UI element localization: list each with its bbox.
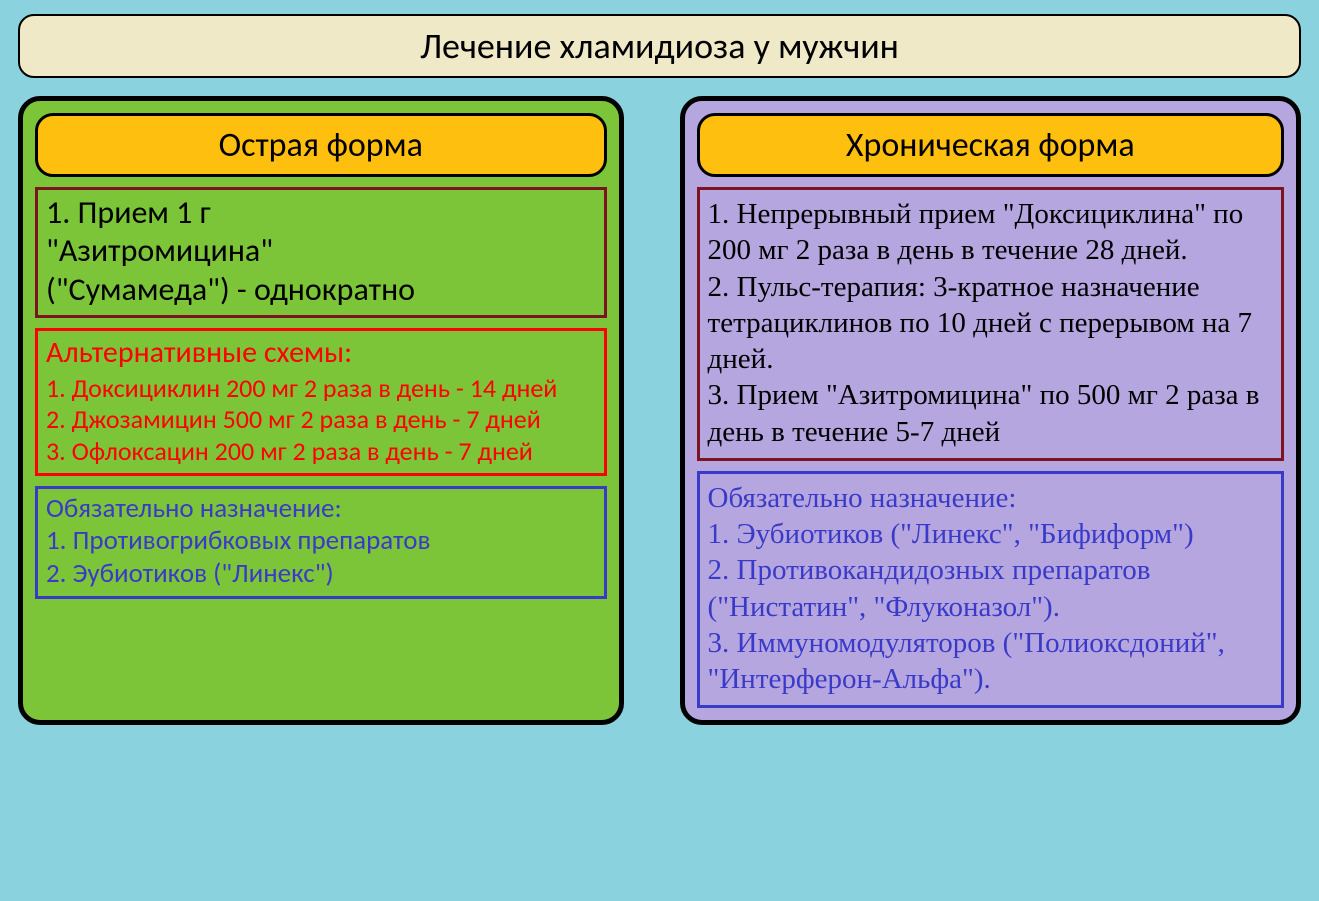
chronic-schemes-section: 1. Непрерывный прием "Доксициклина" по 2… [697,187,1284,461]
acute-alt-line-1: 1. Доксициклин 200 мг 2 раза в день - 14… [46,373,596,404]
acute-primary-line-1: 1. Прием 1 г [46,194,596,232]
acute-mand-line-2: 1. Противогрибковых препаратов [46,525,596,557]
main-title: Лечение хламидиоза у мужчин [18,14,1301,78]
acute-mandatory-section: Обязательно назначение: 1. Противогрибко… [35,486,607,599]
acute-alt-line-3: 3. Офлоксацин 200 мг 2 раза в день - 7 д… [46,436,596,467]
panel-acute: Острая форма 1. Прием 1 г "Азитромицина"… [18,96,624,725]
chronic-scheme-line-2: 2. Пульс-терапия: 3-кратное назначение т… [708,269,1273,378]
acute-alternatives-header: Альтернативные схемы: [46,335,596,371]
acute-alternatives-section: Альтернативные схемы: 1. Доксициклин 200… [35,328,607,476]
chronic-scheme-line-3: 3. Прием "Азитромицина" по 500 мг 2 раза… [708,377,1273,450]
chronic-mand-line-1: Обязательно назначение: [708,480,1273,516]
panel-acute-header: Острая форма [35,113,607,177]
panel-chronic-header: Хроническая форма [697,113,1284,177]
panel-chronic: Хроническая форма 1. Непрерывный прием "… [680,96,1301,725]
chronic-mand-line-3: 2. Противокандидозных препаратов ("Ниста… [708,552,1273,625]
chronic-mandatory-section: Обязательно назначение: 1. Эубиотиков ("… [697,471,1284,709]
chronic-scheme-line-1: 1. Непрерывный прием "Доксициклина" по 2… [708,196,1273,269]
acute-alt-line-2: 2. Джозамицин 500 мг 2 раза в день - 7 д… [46,404,596,435]
chronic-mand-line-4: 3. Иммуномодуляторов ("Полиоксдоний", "И… [708,625,1273,698]
columns: Острая форма 1. Прием 1 г "Азитромицина"… [18,96,1301,725]
chronic-mand-line-2: 1. Эубиотиков ("Линекс", "Бифиформ") [708,516,1273,552]
acute-primary-line-2: "Азитромицина" [46,232,596,270]
acute-mand-line-3: 2. Эубиотиков ("Линекс") [46,558,596,590]
acute-primary-section: 1. Прием 1 г "Азитромицина" ("Сумамеда")… [35,187,607,318]
acute-primary-line-3: ("Сумамеда") - однократно [46,271,596,309]
acute-mand-line-1: Обязательно назначение: [46,493,596,525]
